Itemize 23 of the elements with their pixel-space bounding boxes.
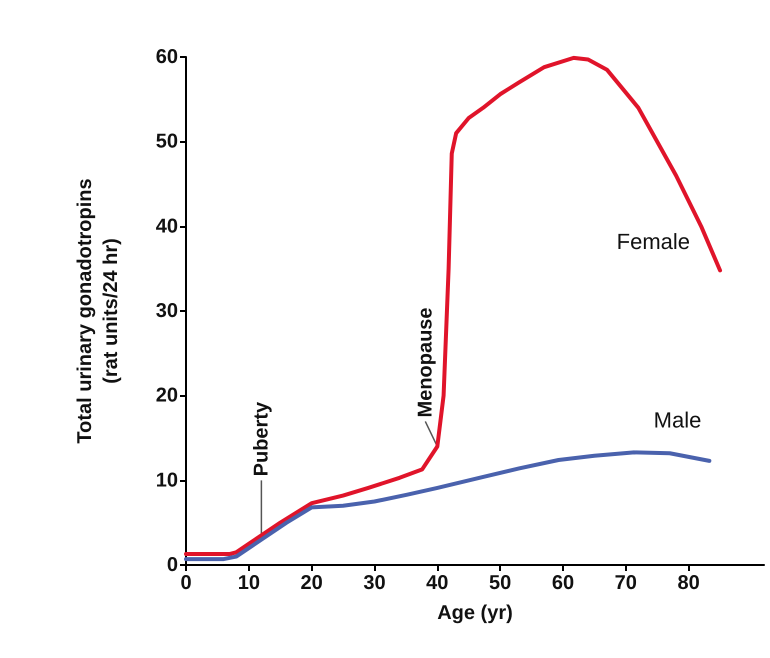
- y-tick-label: 0: [166, 554, 178, 576]
- annotation: Menopause: [414, 307, 436, 418]
- x-tick-label: 10: [238, 572, 260, 594]
- x-axis-title: Age (yr): [437, 602, 513, 624]
- y-tick-label: 20: [156, 384, 178, 407]
- line-series: [184, 56, 722, 556]
- y-tick-label: 40: [156, 215, 178, 238]
- x-tick-label: 70: [614, 572, 637, 594]
- series-label: Male: [654, 407, 702, 432]
- x-tick-label: 80: [677, 572, 700, 594]
- x-tick-label: 20: [300, 572, 323, 594]
- x-tick-label: 0: [180, 572, 192, 594]
- series-label: Female: [616, 228, 690, 254]
- annotation: Puberty: [250, 401, 272, 476]
- y-tick-label: 50: [156, 130, 178, 153]
- y-tick-label: 30: [156, 300, 178, 322]
- y-tick-label: 10: [156, 469, 178, 492]
- y-tick-label: 60: [156, 46, 178, 68]
- y-axis-title: Total urinary gonadotropins (rat units/24 hr): [74, 178, 122, 444]
- x-tick-label: 60: [552, 572, 574, 594]
- x-tick-label: 50: [489, 572, 512, 594]
- x-tick-label: 30: [363, 572, 386, 594]
- x-tick-label: 40: [426, 572, 448, 594]
